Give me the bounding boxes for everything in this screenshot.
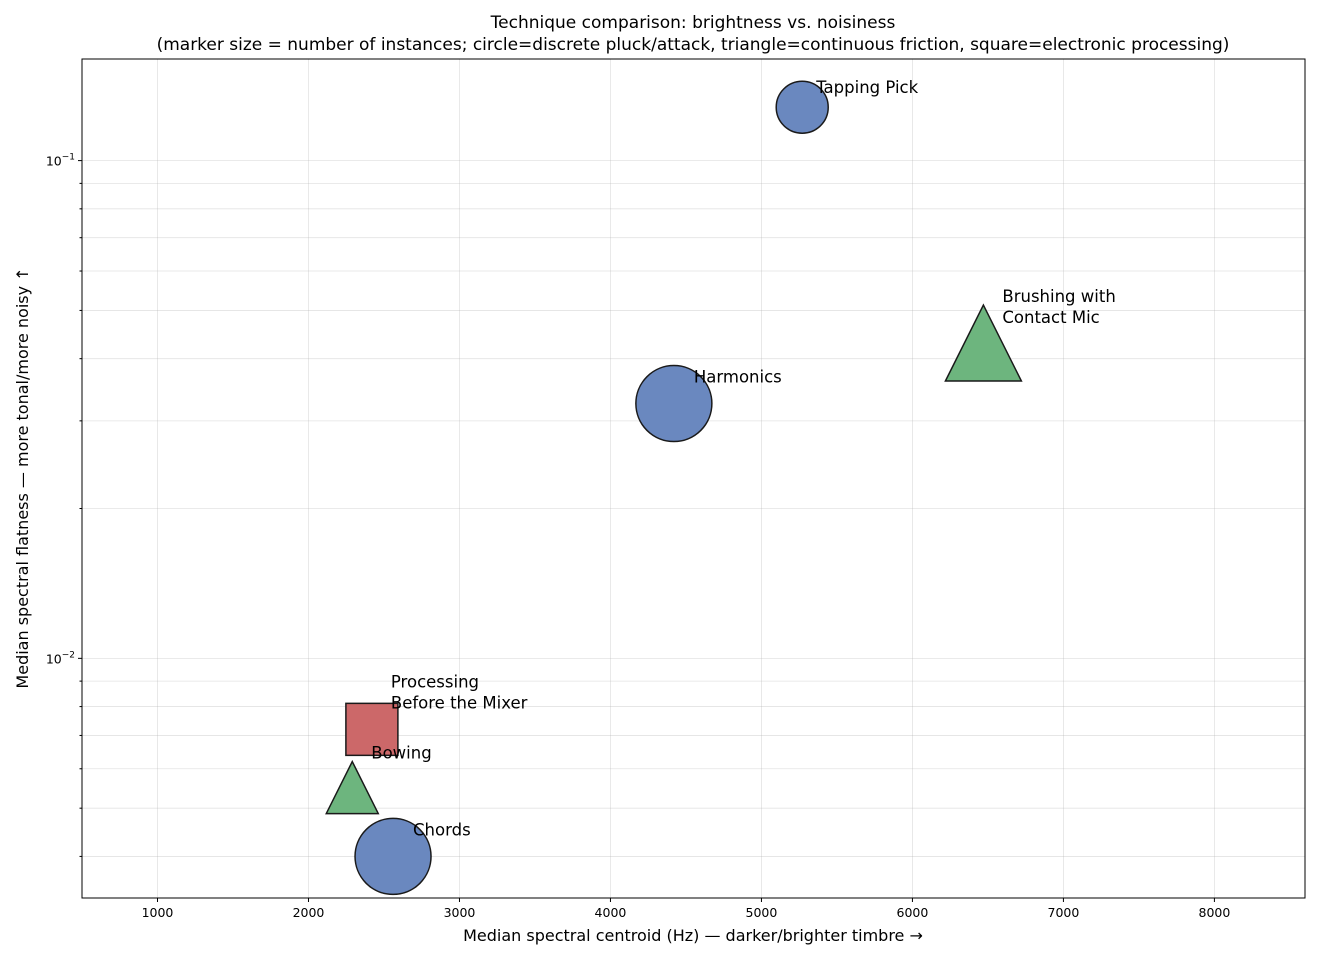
point-label: Brushing with Contact Mic xyxy=(1002,287,1115,327)
square-marker xyxy=(345,702,399,757)
x-tick-label: 5000 xyxy=(746,905,778,920)
circle-marker xyxy=(775,80,829,134)
circle-marker xyxy=(635,364,713,443)
chart-title: Technique comparison: brightness vs. noi… xyxy=(490,13,896,33)
point-label: Processing Before the Mixer xyxy=(391,672,528,712)
data-points: Tapping Pick Brushing with Contact Mic Harm… xyxy=(325,78,1116,896)
triangle-marker xyxy=(325,759,380,815)
axis-ticks: 1000 2000 3000 4000 5000 6000 7000 8000 10−2 10−1 xyxy=(46,153,1231,920)
y-axis-label: Median spectral flatness — more tonal/mo… xyxy=(13,267,32,688)
point-label: Bowing xyxy=(371,744,431,763)
x-tick-label: 2000 xyxy=(293,905,325,920)
y-tick-label: 10−2 xyxy=(46,650,75,666)
x-tick-label: 7000 xyxy=(1048,905,1080,920)
x-tick-label: 6000 xyxy=(897,905,929,920)
x-tick-label: 8000 xyxy=(1199,905,1231,920)
point-label: Harmonics xyxy=(694,368,782,387)
x-tick-label: 1000 xyxy=(142,905,174,920)
x-axis-label: Median spectral centroid (Hz) — darker/b… xyxy=(463,926,923,945)
y-tick-label: 10−1 xyxy=(46,153,75,169)
x-tick-label: 4000 xyxy=(595,905,627,920)
grid xyxy=(82,59,1305,898)
point-label: Tapping Pick xyxy=(815,78,918,97)
chart-subtitle: (marker size = number of instances; circ… xyxy=(157,35,1230,55)
x-tick-label: 3000 xyxy=(444,905,476,920)
plot-frame xyxy=(81,58,1306,899)
triangle-marker xyxy=(944,303,1023,382)
point-label: Chords xyxy=(413,821,471,840)
circle-marker xyxy=(354,817,432,896)
